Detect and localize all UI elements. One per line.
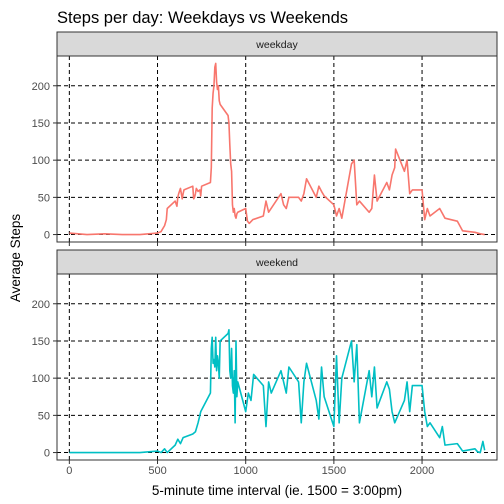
y-tick-label-150: 150 [32, 336, 50, 348]
strip-label-weekend: weekend [255, 257, 298, 269]
chart-title: Steps per day: Weekdays vs Weekends [57, 9, 348, 27]
y-tick-label-200: 200 [32, 299, 50, 311]
strip-weekend [56, 249, 498, 275]
y-tick-label-0: 0 [44, 448, 50, 460]
panel-weekend: weekend 0 50 100 150 200 [32, 249, 498, 464]
x-tick-label-500: 500 [148, 465, 166, 477]
grid-weekend [57, 274, 497, 460]
x-tick-label-1000: 1000 [233, 465, 257, 477]
panel-border-weekday [56, 55, 498, 243]
y-tick-label-200: 200 [32, 81, 50, 93]
y-tick-label-100: 100 [32, 373, 50, 385]
strip-label-weekday: weekday [255, 39, 298, 51]
x-tick-label-2000: 2000 [410, 465, 434, 477]
y-tick-label-50: 50 [38, 410, 50, 422]
y-tick-label-150: 150 [32, 118, 50, 130]
y-tick-label-50: 50 [38, 192, 50, 204]
y-axis-weekend: 0 50 100 150 200 [32, 299, 423, 464]
x-axis-title: 5-minute time interval (ie. 1500 = 3:00p… [152, 483, 402, 498]
y-axis-title: Average Steps [8, 214, 23, 303]
grid-weekday [57, 56, 497, 242]
series-line-weekday [69, 62, 485, 236]
y-tick-label-100: 100 [32, 155, 50, 167]
x-tick-label-0: 0 [66, 465, 72, 477]
strip-weekday [56, 31, 498, 57]
y-axis-weekday: 0 50 100 150 200 [32, 81, 423, 246]
panel-border-weekend [56, 273, 498, 461]
x-tick-label-1500: 1500 [322, 465, 346, 477]
x-axis: 0 500 1000 1500 2000 [66, 465, 434, 477]
panel-weekday: weekday 0 50 100 150 200 [32, 31, 498, 246]
series-line-weekend [69, 329, 486, 454]
y-tick-label-0: 0 [44, 230, 50, 242]
